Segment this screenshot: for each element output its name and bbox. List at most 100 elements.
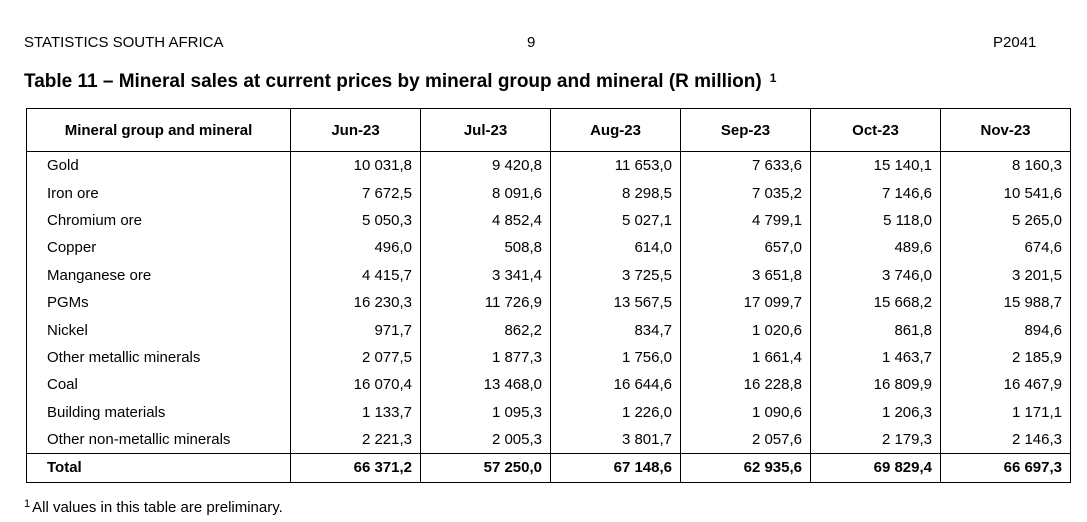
table-row: Nickel 971,7 862,2 834,7 1 020,6 861,8 894,6 [26, 316, 1071, 344]
table-title-text: Table 11 – Mineral sales at current pric… [24, 71, 762, 92]
value-cell: 2 185,9 [940, 343, 1071, 372]
mineral-name-cell: Building materials [26, 398, 291, 426]
total-row: Total 66 371,2 57 250,0 67 148,6 62 935,6 69 … [26, 453, 1071, 483]
value-cell: 3 746,0 [810, 261, 941, 289]
value-cell: 8 091,6 [420, 179, 551, 207]
value-cell: 15 140,1 [810, 151, 941, 180]
value-cell: 15 988,7 [940, 288, 1071, 317]
value-cell: 16 230,3 [290, 288, 421, 317]
mineral-name-cell: Gold [26, 151, 291, 180]
value-cell: 66 697,3 [940, 453, 1071, 483]
value-cell: 16 644,6 [550, 371, 681, 399]
value-cell: 971,7 [290, 316, 421, 344]
value-cell: 11 653,0 [550, 151, 681, 180]
value-cell: 861,8 [810, 316, 941, 344]
organisation-name: STATISTICS SOUTH AFRICA [24, 34, 224, 51]
table-row: Coal 16 070,4 13 468,0 16 644,6 16 228,8 16 8… [26, 371, 1071, 399]
value-cell: 13 567,5 [550, 288, 681, 317]
value-cell: 1 226,0 [550, 398, 681, 426]
footnote-marker: 1 [24, 498, 31, 510]
value-cell: 4 799,1 [680, 206, 811, 235]
value-cell: 657,0 [680, 234, 811, 262]
value-cell: 1 133,7 [290, 398, 421, 426]
value-cell: 894,6 [940, 316, 1071, 344]
column-header: Jun-23 [290, 108, 421, 152]
value-cell: 7 672,5 [290, 179, 421, 207]
value-cell: 2 179,3 [810, 425, 941, 455]
value-cell: 7 035,2 [680, 179, 811, 207]
value-cell: 62 935,6 [680, 453, 811, 483]
value-cell: 1 206,3 [810, 398, 941, 426]
value-cell: 1 877,3 [420, 343, 551, 372]
table-footnote: 1 All values in this table are preliminar… [24, 498, 283, 518]
value-cell: 7 633,6 [680, 151, 811, 180]
value-cell: 5 027,1 [550, 206, 681, 235]
table-row: Building materials 1 133,7 1 095,3 1 226,0 1… [26, 398, 1071, 426]
mineral-name-cell: Total [26, 453, 291, 483]
mineral-name-cell: Other metallic minerals [26, 343, 291, 372]
table-row: Manganese ore 4 415,7 3 341,4 3 725,5 3 651,… [26, 261, 1071, 289]
table-row: PGMs 16 230,3 11 726,9 13 567,5 17 099,7 15 6… [26, 288, 1071, 317]
value-cell: 489,6 [810, 234, 941, 262]
value-cell: 8 298,5 [550, 179, 681, 207]
column-header: Oct-23 [810, 108, 941, 152]
value-cell: 7 146,6 [810, 179, 941, 207]
table-row: Other non-metallic minerals 2 221,3 2 005,… [26, 425, 1071, 455]
value-cell: 834,7 [550, 316, 681, 344]
footnote-text: All values in this table are preliminary… [32, 499, 283, 516]
value-cell: 1 095,3 [420, 398, 551, 426]
value-cell: 8 160,3 [940, 151, 1071, 180]
value-cell: 13 468,0 [420, 371, 551, 399]
value-cell: 1 020,6 [680, 316, 811, 344]
value-cell: 3 201,5 [940, 261, 1071, 289]
value-cell: 17 099,7 [680, 288, 811, 317]
value-cell: 11 726,9 [420, 288, 551, 317]
mineral-name-cell: Iron ore [26, 179, 291, 207]
mineral-name-cell: Coal [26, 371, 291, 399]
value-cell: 862,2 [420, 316, 551, 344]
column-header: Mineral group and mineral [26, 108, 291, 152]
value-cell: 674,6 [940, 234, 1071, 262]
value-cell: 66 371,2 [290, 453, 421, 483]
table-row: Gold 10 031,8 9 420,8 11 653,0 7 633,6 15 140… [26, 151, 1071, 180]
mineral-name-cell: Other non-metallic minerals [26, 425, 291, 455]
page-number: 9 [527, 34, 536, 51]
value-cell: 508,8 [420, 234, 551, 262]
column-header: Sep-23 [680, 108, 811, 152]
mineral-name-cell: Chromium ore [26, 206, 291, 235]
value-cell: 67 148,6 [550, 453, 681, 483]
value-cell: 2 057,6 [680, 425, 811, 455]
value-cell: 2 077,5 [290, 343, 421, 372]
table-title: Table 11 – Mineral sales at current pric… [24, 70, 776, 94]
value-cell: 69 829,4 [810, 453, 941, 483]
table-row: Chromium ore 5 050,3 4 852,4 5 027,1 4 799,1… [26, 206, 1071, 235]
value-cell: 3 725,5 [550, 261, 681, 289]
value-cell: 3 801,7 [550, 425, 681, 455]
value-cell: 1 463,7 [810, 343, 941, 372]
mineral-name-cell: Copper [26, 234, 291, 262]
value-cell: 16 467,9 [940, 371, 1071, 399]
value-cell: 1 756,0 [550, 343, 681, 372]
value-cell: 496,0 [290, 234, 421, 262]
value-cell: 1 090,6 [680, 398, 811, 426]
mineral-name-cell: PGMs [26, 288, 291, 317]
value-cell: 614,0 [550, 234, 681, 262]
value-cell: 5 265,0 [940, 206, 1071, 235]
column-header: Aug-23 [550, 108, 681, 152]
value-cell: 2 005,3 [420, 425, 551, 455]
value-cell: 5 050,3 [290, 206, 421, 235]
value-cell: 5 118,0 [810, 206, 941, 235]
column-header: Nov-23 [940, 108, 1071, 152]
value-cell: 1 661,4 [680, 343, 811, 372]
publication-code: P2041 [993, 34, 1037, 51]
title-footnote-ref: 1 [769, 71, 777, 85]
value-cell: 16 228,8 [680, 371, 811, 399]
value-cell: 16 070,4 [290, 371, 421, 399]
table-row: Other metallic minerals 2 077,5 1 877,3 1 7… [26, 343, 1071, 372]
table-header-row: Mineral group and mineral Jun-23 Jul-23 … [26, 108, 1071, 152]
value-cell: 15 668,2 [810, 288, 941, 317]
value-cell: 16 809,9 [810, 371, 941, 399]
table-row: Iron ore 7 672,5 8 091,6 8 298,5 7 035,2 7 14… [26, 179, 1071, 207]
value-cell: 3 651,8 [680, 261, 811, 289]
mineral-sales-table: Mineral group and mineral Jun-23 Jul-23 … [26, 108, 1071, 483]
